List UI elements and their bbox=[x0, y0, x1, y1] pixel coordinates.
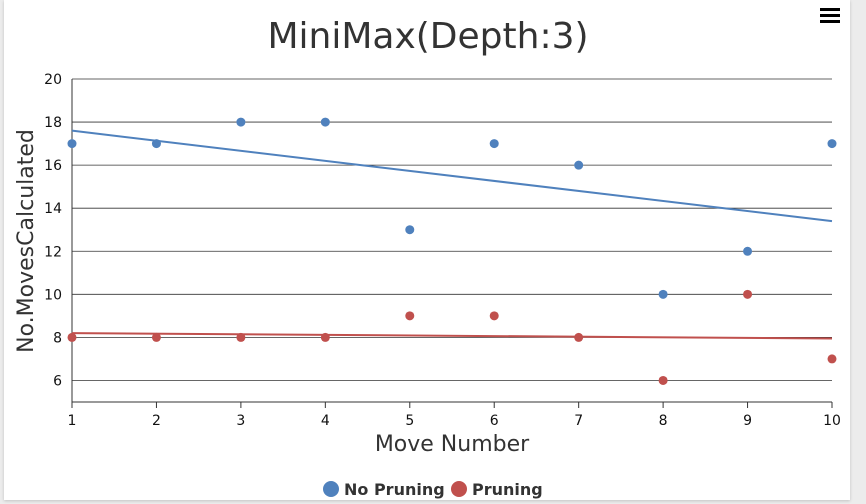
menu-bar-middle bbox=[820, 14, 840, 17]
hamburger-menu-icon[interactable] bbox=[820, 8, 840, 26]
x-tick-label: 1 bbox=[68, 413, 77, 429]
trendlines bbox=[71, 129, 833, 340]
chart-card bbox=[4, 0, 850, 500]
legend-label: Pruning bbox=[472, 480, 543, 499]
data-point-no-pruning[interactable] bbox=[743, 246, 753, 256]
y-tick-label: 16 bbox=[44, 158, 62, 174]
x-tick-label: 5 bbox=[405, 413, 414, 429]
x-tick-label: 3 bbox=[236, 413, 245, 429]
x-tick-label: 6 bbox=[490, 413, 499, 429]
data-point-pruning[interactable] bbox=[489, 311, 499, 321]
x-tick-label: 10 bbox=[823, 413, 841, 429]
data-point-no-pruning[interactable] bbox=[405, 225, 415, 235]
data-point-pruning[interactable] bbox=[743, 289, 753, 299]
x-tick-label: 4 bbox=[321, 413, 330, 429]
x-tick-label: 9 bbox=[743, 413, 752, 429]
data-point-pruning[interactable] bbox=[574, 332, 584, 342]
x-tick-label: 8 bbox=[659, 413, 668, 429]
y-tick-label: 8 bbox=[53, 330, 62, 346]
legend-item-pruning[interactable]: Pruning bbox=[451, 480, 543, 499]
data-point-pruning[interactable] bbox=[236, 332, 246, 342]
data-point-no-pruning[interactable] bbox=[827, 139, 837, 149]
trendline-pruning bbox=[71, 332, 833, 340]
data-point-no-pruning[interactable] bbox=[236, 117, 246, 127]
x-axis-ticks: 1 2 3 4 5 6 7 8 9 10 bbox=[68, 402, 841, 429]
data-point-pruning[interactable] bbox=[658, 375, 668, 385]
legend: No Pruning Pruning bbox=[323, 480, 543, 499]
x-axis-label: Move Number bbox=[375, 432, 530, 457]
data-point-pruning[interactable] bbox=[67, 332, 77, 342]
legend-item-no-pruning[interactable]: No Pruning bbox=[323, 480, 445, 499]
trendline-no-pruning bbox=[71, 129, 833, 223]
y-tick-label: 20 bbox=[44, 72, 62, 88]
y-tick-label: 18 bbox=[44, 115, 62, 131]
data-point-no-pruning[interactable] bbox=[67, 139, 77, 149]
y-tick-label: 12 bbox=[44, 244, 62, 260]
data-points bbox=[67, 117, 837, 385]
y-axis-ticks: 6 8 10 12 14 16 18 20 bbox=[44, 72, 62, 389]
data-point-no-pruning[interactable] bbox=[489, 139, 499, 149]
data-point-no-pruning[interactable] bbox=[151, 139, 161, 149]
chart-title: MiniMax(Depth:3) bbox=[267, 16, 588, 57]
x-tick-label: 2 bbox=[152, 413, 161, 429]
x-tick-label: 7 bbox=[574, 413, 583, 429]
legend-marker-no-pruning bbox=[323, 481, 339, 497]
data-point-pruning[interactable] bbox=[320, 332, 330, 342]
y-tick-label: 14 bbox=[44, 201, 62, 217]
menu-bar-top bbox=[820, 8, 840, 11]
data-point-no-pruning[interactable] bbox=[574, 160, 584, 170]
data-point-no-pruning[interactable] bbox=[320, 117, 330, 127]
menu-bar-bottom bbox=[820, 20, 840, 23]
legend-marker-pruning bbox=[451, 481, 467, 497]
y-axis-label: No.MovesCalculated bbox=[14, 129, 39, 353]
data-point-no-pruning[interactable] bbox=[658, 289, 668, 299]
data-point-pruning[interactable] bbox=[827, 354, 837, 364]
y-tick-label: 6 bbox=[53, 373, 62, 389]
data-point-pruning[interactable] bbox=[151, 332, 161, 342]
y-tick-label: 10 bbox=[44, 287, 62, 303]
grid-lines bbox=[71, 78, 832, 403]
data-point-pruning[interactable] bbox=[405, 311, 415, 321]
legend-label: No Pruning bbox=[344, 480, 445, 499]
